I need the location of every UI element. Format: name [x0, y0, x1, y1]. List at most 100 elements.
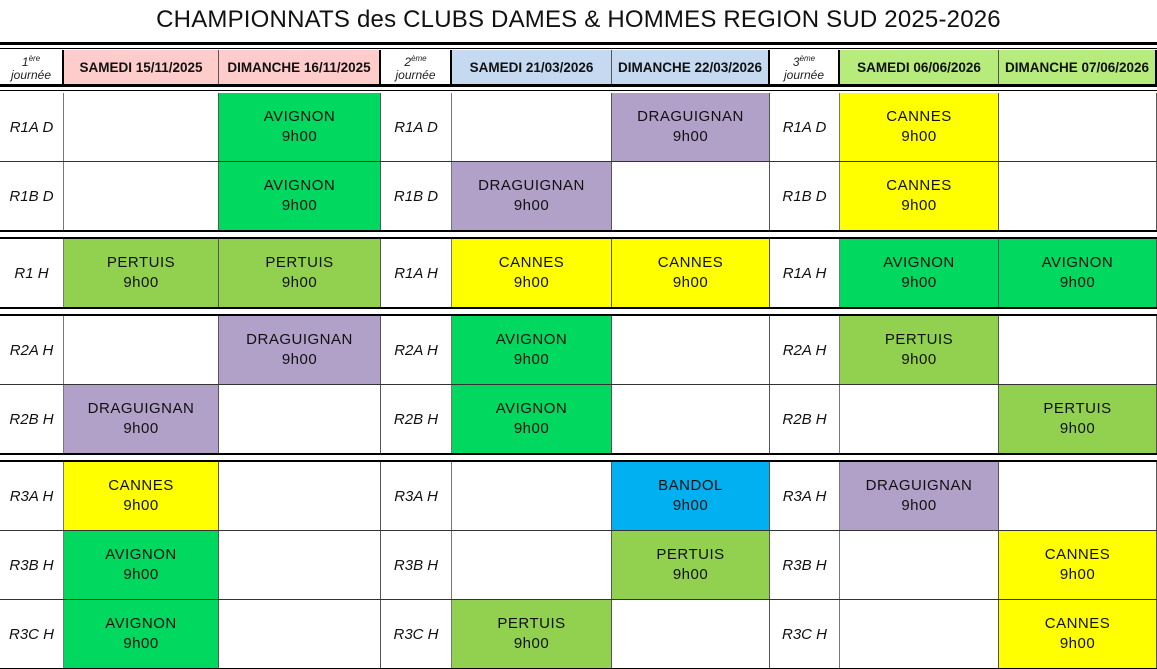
- empty-cell: [64, 93, 219, 161]
- journee-word: journée: [395, 68, 436, 82]
- match-time: 9h00: [672, 497, 709, 514]
- division-label: R2B H: [0, 385, 64, 453]
- division-label: R1 H: [0, 239, 64, 307]
- match-time: 9h00: [1059, 566, 1096, 583]
- match-cell: PERTUIS 9h00: [999, 385, 1157, 453]
- journee-word: journée: [783, 68, 825, 82]
- division-label: R2B H: [770, 385, 840, 453]
- match-cell: DRAGUIGNAN 9h00: [452, 162, 612, 230]
- club-name: AVIGNON: [105, 546, 177, 563]
- match-cell: AVIGNON 9h00: [840, 239, 999, 307]
- division-label: R1A H: [770, 239, 840, 307]
- row-divider: [0, 161, 1157, 162]
- journee-number: 2: [404, 55, 412, 69]
- match-cell: AVIGNON 9h00: [219, 93, 381, 161]
- match-time: 9h00: [123, 635, 159, 652]
- match-cell: CANNES 9h00: [999, 531, 1157, 599]
- empty-cell: [64, 162, 219, 230]
- match-cell: DRAGUIGNAN 9h00: [840, 462, 999, 530]
- match-time: 9h00: [513, 635, 550, 652]
- club-name: PERTUIS: [106, 254, 176, 271]
- match-time: 9h00: [513, 420, 550, 437]
- club-name: DRAGUIGNAN: [865, 477, 973, 494]
- empty-cell: [840, 531, 999, 599]
- match-cell: DRAGUIGNAN 9h00: [219, 316, 381, 384]
- match-time: 9h00: [281, 128, 318, 145]
- group-bottom: [0, 230, 1157, 231]
- club-name: DRAGUIGNAN: [87, 400, 195, 417]
- division-label: R2A H: [770, 316, 840, 384]
- group-separator-thick: [0, 314, 1157, 316]
- date-header: DIMANCHE 16/11/2025: [219, 50, 381, 84]
- division-label: R3C H: [381, 600, 452, 668]
- division-label: R1A D: [0, 93, 64, 161]
- journee-suffix: ème: [411, 54, 427, 63]
- division-label: R3A H: [0, 462, 64, 530]
- match-cell: CANNES 9h00: [64, 462, 219, 530]
- division-label: R1A D: [381, 93, 452, 161]
- match-time: 9h00: [672, 566, 709, 583]
- empty-cell: [612, 600, 770, 668]
- match-time: 9h00: [1059, 420, 1096, 437]
- match-time: 9h00: [1059, 635, 1096, 652]
- row-divider: [0, 599, 1157, 600]
- empty-cell: [999, 93, 1157, 161]
- division-label: R3A H: [381, 462, 452, 530]
- match-cell: BANDOL 9h00: [612, 462, 770, 530]
- row-divider: [0, 530, 1157, 531]
- journee-suffix: ème: [799, 54, 816, 63]
- journee-suffix: ère: [28, 54, 41, 63]
- empty-cell: [452, 531, 612, 599]
- match-cell: CANNES 9h00: [612, 239, 770, 307]
- club-name: CANNES: [886, 177, 952, 194]
- match-time: 9h00: [672, 128, 709, 145]
- empty-cell: [219, 385, 381, 453]
- date-header: SAMEDI 15/11/2025: [64, 50, 219, 84]
- club-name: CANNES: [886, 108, 952, 125]
- page-title: CHAMPIONNATS des CLUBS DAMES & HOMMES RE…: [156, 6, 1001, 33]
- journee-word: journée: [10, 68, 52, 82]
- club-name: AVIGNON: [495, 331, 568, 348]
- match-cell: DRAGUIGNAN 9h00: [612, 93, 770, 161]
- division-label: R1B D: [381, 162, 452, 230]
- club-name: CANNES: [108, 477, 174, 494]
- match-cell: AVIGNON 9h00: [64, 600, 219, 668]
- match-cell: PERTUIS 9h00: [840, 316, 999, 384]
- club-name: DRAGUIGNAN: [637, 108, 744, 125]
- division-label: R3C H: [0, 600, 64, 668]
- group-separator-thick: [0, 460, 1157, 462]
- match-time: 9h00: [123, 497, 159, 514]
- match-time: 9h00: [901, 497, 937, 514]
- match-cell: CANNES 9h00: [840, 93, 999, 161]
- top-rule: [0, 42, 1157, 45]
- group-separator-thick: [0, 237, 1157, 239]
- match-time: 9h00: [901, 128, 937, 145]
- date-header: DIMANCHE 22/03/2026: [612, 50, 770, 84]
- date-header: SAMEDI 06/06/2026: [840, 50, 999, 84]
- club-name: PERTUIS: [884, 331, 954, 348]
- club-name: AVIGNON: [1041, 254, 1114, 271]
- match-cell: PERTUIS 9h00: [64, 239, 219, 307]
- match-time: 9h00: [123, 566, 159, 583]
- empty-cell: [219, 531, 381, 599]
- match-time: 9h00: [672, 274, 709, 291]
- match-time: 9h00: [123, 274, 159, 291]
- empty-cell: [219, 462, 381, 530]
- journee-label: 3ème journée: [770, 50, 840, 84]
- match-time: 9h00: [513, 351, 550, 368]
- club-name: CANNES: [657, 254, 724, 271]
- empty-cell: [452, 93, 612, 161]
- match-cell: PERTUIS 9h00: [219, 239, 381, 307]
- club-name: DRAGUIGNAN: [478, 177, 585, 194]
- match-time: 9h00: [513, 197, 550, 214]
- group-separator-thin: [0, 90, 1157, 91]
- match-cell: PERTUIS 9h00: [612, 531, 770, 599]
- match-time: 9h00: [901, 197, 937, 214]
- match-cell: AVIGNON 9h00: [64, 531, 219, 599]
- match-time: 9h00: [123, 420, 159, 437]
- match-cell: DRAGUIGNAN 9h00: [64, 385, 219, 453]
- division-label: R2A H: [0, 316, 64, 384]
- journee-number: 1: [21, 55, 29, 69]
- club-name: CANNES: [498, 254, 565, 271]
- match-time: 9h00: [1059, 274, 1096, 291]
